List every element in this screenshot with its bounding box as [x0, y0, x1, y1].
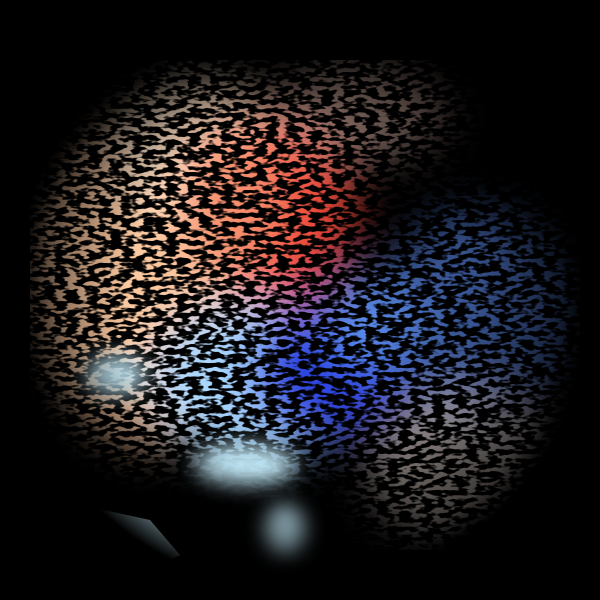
region-inbound-pale-southwest-edge — [95, 508, 180, 565]
radar-site-dot-icon — [296, 295, 304, 303]
region-inbound-southwest-pale — [195, 445, 295, 485]
region-inbound-east — [380, 210, 580, 430]
region-north-sparse — [270, 60, 450, 160]
region-inbound-pale-south — [265, 505, 305, 555]
region-outbound-mid — [180, 120, 280, 280]
region-inbound-pale-west — [85, 355, 145, 395]
region-southeast-mixed — [370, 390, 570, 550]
